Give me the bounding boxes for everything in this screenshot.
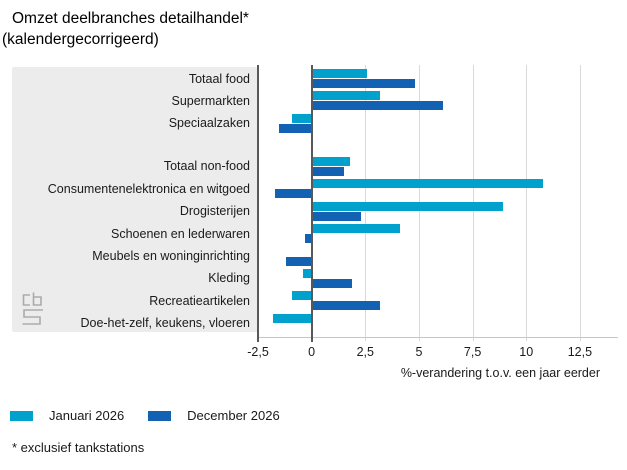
- bar-december: [311, 79, 415, 88]
- x-tick-label: 0: [308, 345, 316, 359]
- bar-januari: [303, 268, 312, 278]
- bar-december: [305, 234, 312, 244]
- chart-title-line1: Omzet deelbranches detailhandel*: [12, 10, 249, 27]
- chart-title-line2: (kalendergecorrigeerd): [2, 31, 159, 48]
- category-label: Totaal non-food: [163, 159, 250, 174]
- category-label: Recreatieartikelen: [149, 293, 250, 308]
- x-tick-label: 10: [519, 345, 534, 359]
- legend-label-januari: Januari 2026: [49, 408, 125, 423]
- x-tick-label: -2,5: [247, 345, 269, 359]
- legend-label-december: December 2026: [187, 408, 280, 423]
- cbs-logo-icon: [22, 292, 43, 325]
- legend-swatch-december-icon: [148, 410, 172, 421]
- bar-december: [311, 211, 361, 221]
- bar-december: [279, 123, 312, 133]
- bar-januari: [311, 179, 544, 189]
- bar-januari: [292, 291, 312, 301]
- bar-januari: [311, 156, 351, 166]
- legend: Januari 2026 December 2026: [10, 408, 304, 423]
- legend-item-december: December 2026: [148, 408, 280, 423]
- bar-januari: [311, 201, 503, 211]
- bar-januari: [273, 313, 312, 323]
- category-label: Supermarkten: [171, 93, 250, 108]
- category-label: Consumentenelektronica en witgoed: [47, 181, 250, 196]
- x-tick-label: 7,5: [463, 345, 482, 359]
- x-axis-title: %-verandering t.o.v. een jaar eerder: [400, 366, 600, 380]
- x-tick-label: 5: [415, 345, 423, 359]
- bar-december: [311, 166, 344, 176]
- bar-december: [311, 301, 381, 311]
- gridline: [526, 65, 528, 341]
- bar-december: [311, 278, 353, 288]
- category-label: Drogisterijen: [179, 204, 250, 219]
- x-tick-label: 12,5: [567, 345, 593, 359]
- plot-left-edge-line: [257, 65, 259, 342]
- legend-swatch-januari-icon: [10, 410, 33, 421]
- category-label-panel: [12, 67, 258, 332]
- footnote: * exclusief tankstations: [12, 440, 145, 455]
- category-label: Meubels en woninginrichting: [92, 249, 250, 263]
- legend-item-januari: Januari 2026: [10, 408, 124, 423]
- category-label: Speciaalzaken: [168, 116, 250, 131]
- bar-december: [275, 189, 312, 199]
- zero-line: [310, 65, 313, 342]
- category-label: Totaal food: [188, 71, 250, 86]
- gridline: [579, 65, 581, 341]
- category-label: Kleding: [208, 271, 250, 286]
- x-axis-line: [258, 337, 618, 338]
- bar-januari: [311, 91, 381, 101]
- bar-december: [285, 256, 312, 266]
- category-label: Doe-het-zelf, keukens, vloeren: [80, 316, 250, 331]
- category-label: Schoenen en lederwaren: [111, 226, 250, 241]
- chart-title: Omzet deelbranches detailhandel* (kalend…: [2, 8, 249, 50]
- bar-januari: [292, 113, 312, 123]
- bar-december: [311, 101, 443, 111]
- bar-januari: [311, 224, 400, 234]
- bar-januari: [311, 69, 368, 78]
- x-tick-label: 2,5: [356, 345, 374, 359]
